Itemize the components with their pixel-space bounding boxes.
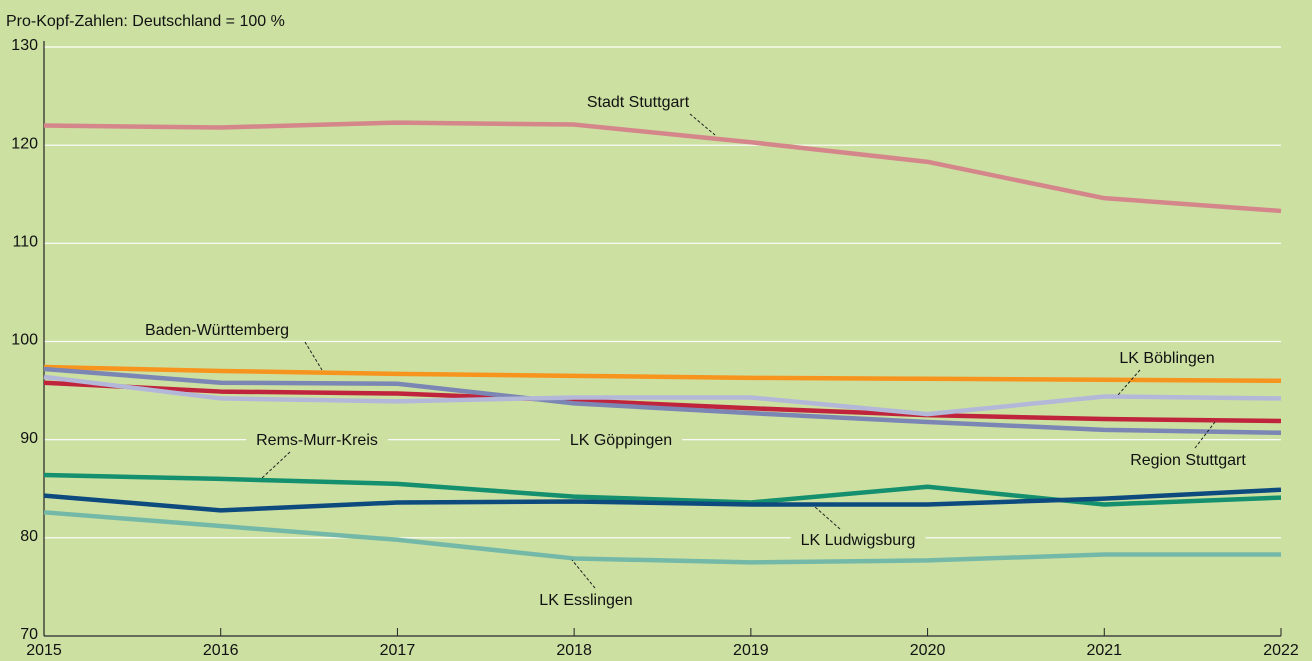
y-tick-label: 110	[12, 234, 38, 251]
x-tick-label: 2019	[733, 642, 769, 659]
leader-line	[689, 113, 716, 136]
label-box	[559, 430, 683, 452]
series-line	[43, 487, 1282, 513]
series-line	[43, 380, 1282, 424]
series-line	[43, 120, 1282, 214]
x-tick-label: 2022	[1263, 642, 1299, 659]
series-label: Rems-Murr-Kreis	[256, 432, 378, 449]
series-label: LK Böblingen	[1119, 350, 1214, 367]
y-tick-label: 100	[11, 332, 38, 349]
x-tick-label: 2021	[1086, 642, 1122, 659]
leader-line	[1194, 421, 1216, 449]
y-tick-label: 130	[11, 37, 38, 54]
series-label: LK Ludwigsburg	[801, 532, 916, 549]
series-label: Stadt Stuttgart	[587, 94, 690, 111]
y-tick-label: 70	[20, 626, 38, 643]
x-tick-label: 2017	[380, 642, 416, 659]
y-tick-label: 80	[20, 528, 38, 545]
x-tick-label: 2015	[26, 642, 62, 659]
leader-line	[261, 451, 291, 479]
x-tick-label: 2016	[203, 642, 239, 659]
leader-line	[814, 506, 841, 530]
leader-line	[304, 341, 323, 371]
series-label: LK Göppingen	[570, 432, 672, 449]
series-line	[43, 374, 1282, 417]
x-tick-label: 2018	[556, 642, 592, 659]
label-box	[790, 530, 926, 552]
leader-line	[1117, 369, 1141, 396]
x-tick-label: 2020	[910, 642, 946, 659]
series-line	[43, 510, 1281, 565]
label-box	[246, 430, 388, 452]
y-tick-label: 90	[20, 430, 38, 447]
series-line	[43, 364, 1282, 384]
chart-subtitle: Pro-Kopf-Zahlen: Deutschland = 100 %	[6, 13, 285, 30]
series-label: LK Esslingen	[539, 592, 632, 609]
series-line	[43, 366, 1282, 436]
leader-line	[571, 559, 596, 589]
y-tick-label: 120	[11, 135, 38, 152]
series-label: Baden-Württemberg	[145, 322, 289, 339]
series-label: Region Stuttgart	[1130, 452, 1246, 469]
